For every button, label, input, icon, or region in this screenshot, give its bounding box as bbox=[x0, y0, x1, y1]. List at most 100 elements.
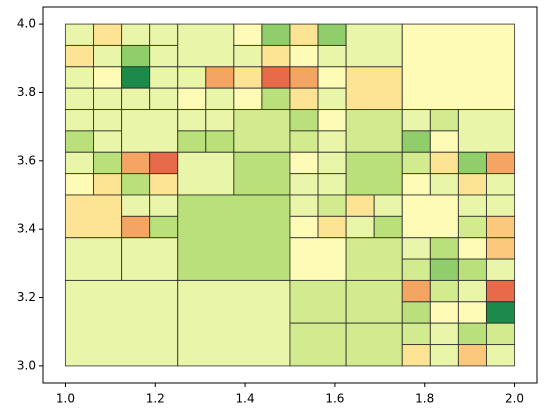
cell bbox=[429, 151, 459, 175]
cell bbox=[121, 109, 179, 153]
cell bbox=[317, 173, 347, 196]
cell bbox=[149, 87, 179, 111]
cell bbox=[485, 194, 516, 217]
cell bbox=[345, 215, 375, 239]
cell bbox=[233, 66, 263, 89]
cell bbox=[429, 279, 459, 303]
cell bbox=[317, 66, 347, 89]
cell bbox=[401, 109, 431, 132]
cell bbox=[121, 23, 151, 46]
cell bbox=[233, 44, 263, 68]
cell bbox=[457, 194, 487, 217]
cell bbox=[289, 215, 319, 239]
cell bbox=[345, 322, 403, 367]
cell bbox=[345, 109, 403, 153]
x-tick-label: 1.6 bbox=[325, 392, 344, 406]
cell bbox=[177, 87, 207, 111]
cell bbox=[485, 279, 516, 303]
y-tick-label: 3.2 bbox=[17, 290, 36, 304]
cell bbox=[457, 109, 516, 153]
cell bbox=[401, 194, 459, 239]
cell bbox=[457, 258, 487, 281]
cell bbox=[64, 109, 95, 132]
cell bbox=[317, 194, 347, 217]
cell bbox=[64, 87, 95, 111]
y-tick-label: 3.0 bbox=[17, 358, 36, 372]
cell bbox=[121, 87, 151, 111]
cell bbox=[289, 109, 319, 132]
cell bbox=[121, 66, 151, 89]
cell bbox=[93, 87, 123, 111]
cell bbox=[289, 87, 319, 111]
cell bbox=[261, 87, 291, 111]
cell bbox=[429, 237, 459, 260]
cell bbox=[64, 237, 123, 281]
x-tick-label: 1.8 bbox=[415, 392, 434, 406]
cell bbox=[485, 322, 516, 346]
cell bbox=[429, 173, 459, 196]
cell bbox=[205, 87, 235, 111]
cell bbox=[121, 237, 179, 281]
cell bbox=[64, 173, 95, 196]
cell bbox=[429, 322, 459, 346]
cell bbox=[345, 237, 403, 281]
cell bbox=[401, 23, 516, 111]
cell bbox=[64, 130, 95, 153]
cell bbox=[317, 130, 347, 153]
cell bbox=[93, 23, 123, 46]
x-tick-label: 1.4 bbox=[236, 392, 255, 406]
cell bbox=[457, 322, 487, 346]
cell bbox=[429, 258, 459, 281]
cell bbox=[177, 151, 235, 196]
cell bbox=[177, 23, 235, 68]
cell bbox=[485, 237, 516, 260]
cell bbox=[457, 301, 487, 324]
cell bbox=[149, 194, 179, 217]
cell bbox=[149, 44, 179, 68]
cell bbox=[457, 215, 487, 239]
cell bbox=[289, 173, 319, 196]
x-tick-label: 1.2 bbox=[146, 392, 165, 406]
cell bbox=[233, 87, 263, 111]
cell bbox=[261, 23, 291, 46]
cell bbox=[345, 279, 403, 324]
cell bbox=[121, 44, 151, 68]
cell bbox=[149, 23, 179, 46]
cell bbox=[149, 151, 179, 175]
cell bbox=[261, 44, 291, 68]
cell bbox=[401, 258, 431, 281]
cell bbox=[289, 66, 319, 89]
cell bbox=[149, 215, 179, 239]
cell bbox=[401, 237, 431, 260]
cell bbox=[289, 44, 319, 68]
cell bbox=[64, 151, 95, 175]
cell bbox=[401, 279, 431, 303]
cell bbox=[261, 66, 291, 89]
cell bbox=[401, 301, 431, 324]
cell bbox=[373, 194, 403, 217]
cell bbox=[289, 237, 347, 281]
cell bbox=[289, 194, 319, 217]
cell bbox=[345, 194, 375, 217]
cell bbox=[177, 130, 207, 153]
cell bbox=[485, 173, 516, 196]
cell bbox=[289, 130, 319, 153]
cell bbox=[177, 66, 207, 89]
cell bbox=[429, 130, 459, 153]
cell bbox=[64, 194, 123, 239]
cell bbox=[93, 130, 123, 153]
cell bbox=[317, 215, 347, 239]
cell bbox=[317, 151, 347, 175]
cell bbox=[93, 109, 123, 132]
cell bbox=[345, 66, 403, 111]
cell bbox=[485, 344, 516, 367]
cell bbox=[289, 279, 347, 324]
cell bbox=[345, 151, 403, 196]
cell bbox=[317, 44, 347, 68]
cell bbox=[485, 301, 516, 324]
cell bbox=[485, 151, 516, 175]
cell bbox=[64, 66, 95, 89]
cell bbox=[233, 109, 291, 153]
cell bbox=[93, 44, 123, 68]
